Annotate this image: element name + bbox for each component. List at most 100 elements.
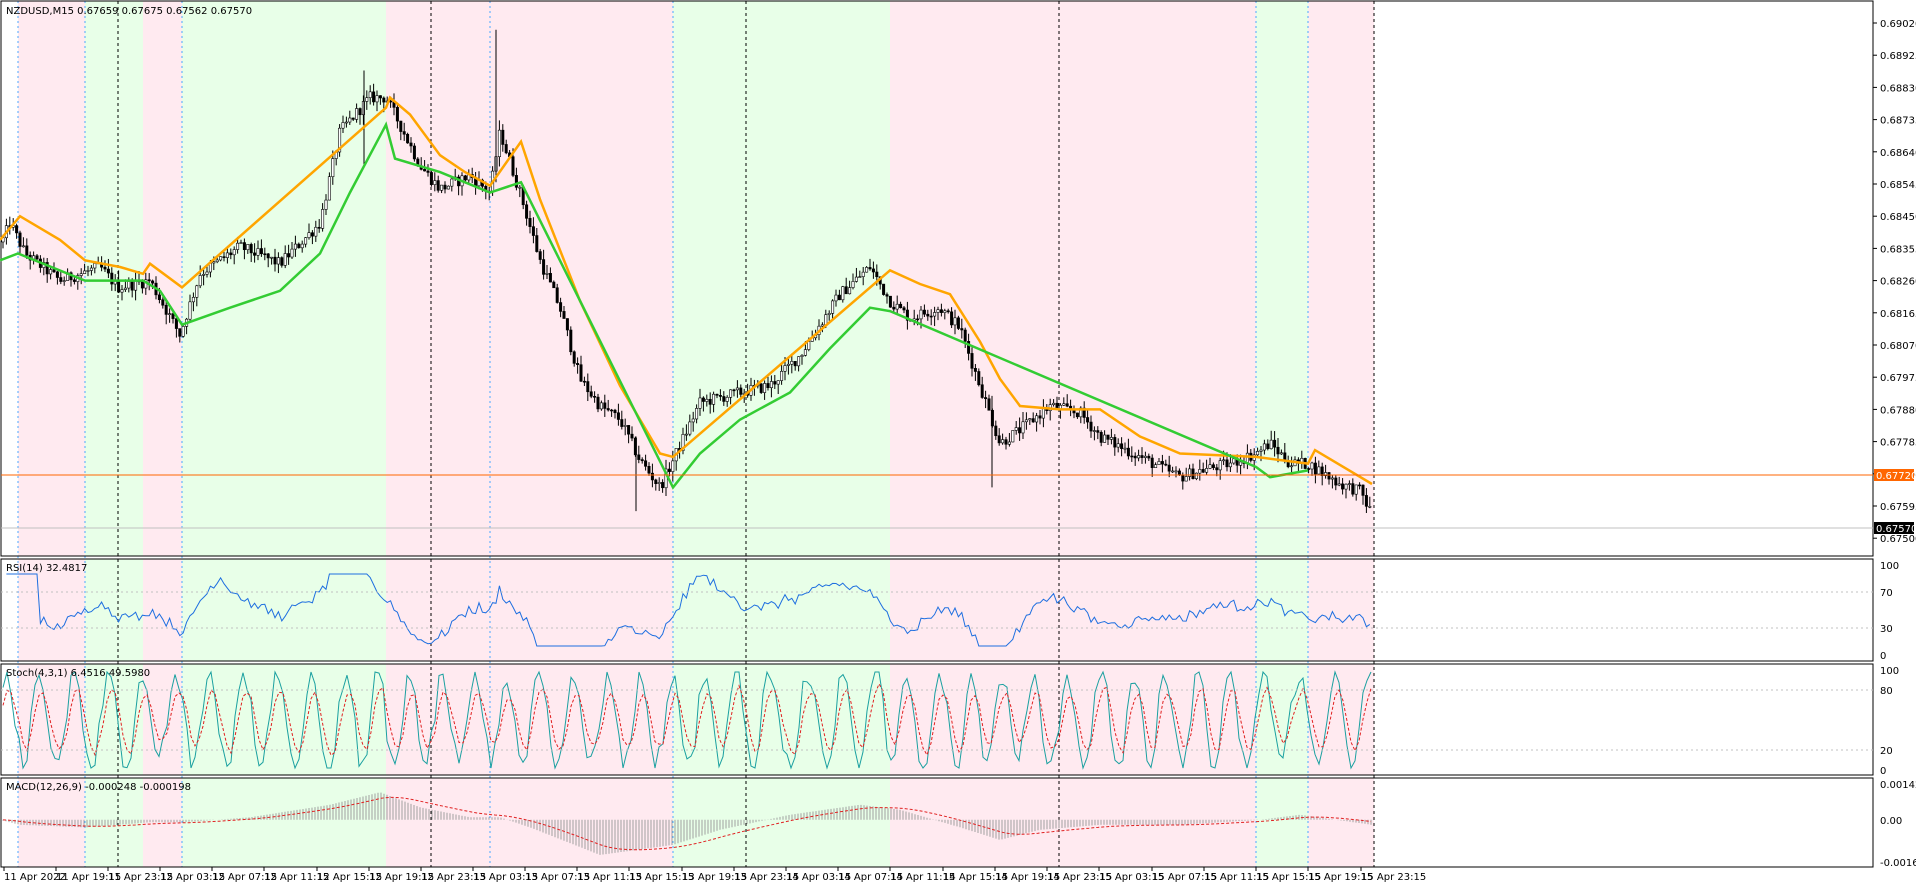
candle-body <box>331 158 335 177</box>
candle-body <box>276 257 280 265</box>
candle-body <box>902 307 906 311</box>
candle-body <box>528 218 532 227</box>
candle-body <box>671 460 675 472</box>
candle-body <box>89 267 93 271</box>
candle-body <box>865 267 869 273</box>
candle-body <box>1028 418 1032 421</box>
candle-body <box>654 479 658 484</box>
macd-axis: 0.001427 0.00 -0.001682 <box>1880 780 1916 869</box>
candle-body <box>321 209 325 229</box>
candle-body <box>1317 466 1321 475</box>
candle-body <box>644 460 648 467</box>
candle-body <box>361 101 365 116</box>
candle-body <box>888 295 892 308</box>
candle-body <box>844 286 848 295</box>
stoch-pane[interactable] <box>0 663 1874 776</box>
candle-body <box>576 363 580 365</box>
stoch-level-label: 100 <box>1880 666 1899 677</box>
candle-body <box>769 381 773 388</box>
candle-body <box>861 271 865 277</box>
candle-body <box>35 255 39 260</box>
candle-body <box>429 172 433 185</box>
candle-body <box>1147 455 1151 459</box>
candle-body <box>93 263 97 269</box>
candle-body <box>929 315 933 318</box>
candle-body <box>59 277 63 282</box>
candle-body <box>72 279 76 282</box>
candle-body <box>1208 464 1212 469</box>
candle-body <box>946 310 950 313</box>
candle-body <box>837 294 841 301</box>
candle-body <box>83 270 87 274</box>
session-band <box>143 559 182 661</box>
candle-body <box>759 383 763 393</box>
candle-body <box>501 129 505 145</box>
rsi-pane[interactable] <box>0 558 1874 662</box>
candle-body <box>1086 417 1090 423</box>
price-tick-label: 0.68925 <box>1880 51 1916 62</box>
candle-body <box>1096 430 1100 433</box>
candle-body <box>1324 472 1328 476</box>
session-band <box>143 778 182 867</box>
candle-body <box>1099 432 1103 443</box>
candle-body <box>552 281 556 289</box>
candle-body <box>1330 477 1334 480</box>
candle-body <box>790 361 794 365</box>
candle-body <box>820 324 824 327</box>
candle-body <box>239 242 243 244</box>
candle-body <box>382 97 386 103</box>
candle-body <box>304 237 308 245</box>
candle-body <box>1279 452 1283 455</box>
candle-body <box>151 280 155 284</box>
session-band <box>18 559 85 661</box>
candle-body <box>1347 483 1351 485</box>
candle-body <box>545 273 549 275</box>
candle-body <box>729 389 733 398</box>
candlesticks <box>1 29 1372 513</box>
candle-body <box>307 232 311 238</box>
candle-body <box>1024 419 1028 423</box>
candle-body <box>647 466 651 474</box>
stoch-level-label: 0 <box>1880 766 1886 777</box>
candle-body <box>1052 402 1056 405</box>
macd-pane[interactable] <box>0 777 1874 868</box>
candle-body <box>1211 464 1215 468</box>
main-pane[interactable] <box>0 0 1874 557</box>
session-band <box>182 664 386 775</box>
candle-body <box>249 244 253 254</box>
candle-body <box>783 365 787 372</box>
candle-body <box>827 313 831 315</box>
candle-body <box>365 97 369 102</box>
candle-body <box>851 281 855 288</box>
candle-body <box>1205 468 1209 473</box>
rsi-level-label: 0 <box>1880 651 1886 662</box>
time-tick-label: 15 Apr 15:15 <box>1256 872 1321 883</box>
time-tick-label: 14 Apr 03:15 <box>786 872 851 883</box>
candle-body <box>793 361 797 367</box>
candle-body <box>1113 437 1117 448</box>
time-tick-label: 15 Apr 07:15 <box>1152 872 1217 883</box>
candle-body <box>1109 437 1113 440</box>
candle-body <box>358 108 362 116</box>
candle-body <box>667 468 671 472</box>
candle-body <box>314 226 318 237</box>
candle-body <box>1126 447 1130 457</box>
candle-body <box>1194 472 1198 479</box>
candle-body <box>1089 421 1093 432</box>
macd-level-label: 0.001427 <box>1880 780 1916 791</box>
candle-body <box>1014 427 1018 431</box>
candle-body <box>1239 461 1243 466</box>
candle-body <box>599 402 603 410</box>
candle-body <box>399 120 403 132</box>
candle-body <box>960 328 964 331</box>
candle-body <box>620 419 624 427</box>
main-header: NZDUSD,M15 0.67659 0.67675 0.67562 0.675… <box>6 6 252 17</box>
time-tick-label: 14 Apr 23:15 <box>1047 872 1112 883</box>
candle-body <box>994 425 998 437</box>
candle-body <box>1092 430 1096 432</box>
